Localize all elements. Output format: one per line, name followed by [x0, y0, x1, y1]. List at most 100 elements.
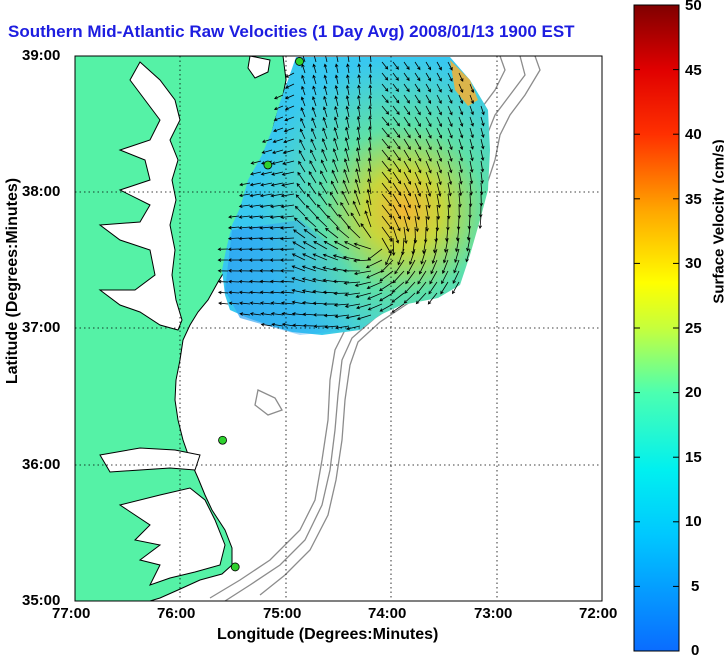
velocity-arrow: [392, 171, 402, 185]
velocity-arrow: [458, 105, 464, 116]
velocity-arrow: [239, 312, 251, 316]
x-tick: 76:00: [157, 605, 196, 622]
velocity-arrow: [368, 74, 373, 85]
velocity-arrow: [392, 160, 402, 173]
velocity-arrow: [344, 292, 361, 297]
velocity-arrow: [312, 85, 317, 96]
velocity-arrow: [381, 72, 389, 81]
velocity-arrow: [436, 72, 442, 82]
velocity-arrow: [323, 63, 328, 74]
velocity-arrow: [356, 147, 361, 162]
x-tick: 77:00: [52, 605, 91, 622]
velocity-arrow: [291, 300, 306, 305]
velocity-arrow: [403, 171, 412, 185]
velocity-arrow: [260, 312, 273, 316]
velocity-arrow: [249, 290, 262, 295]
velocity-arrow: [238, 225, 251, 230]
velocity-arrow: [334, 105, 339, 118]
velocity-arrow: [291, 265, 306, 272]
velocity-arrow: [285, 94, 295, 100]
velocity-arrow: [356, 105, 361, 118]
velocity-arrow: [218, 301, 229, 306]
velocity-arrow: [323, 85, 328, 96]
velocity-arrow: [447, 127, 453, 139]
velocity-arrow: [301, 289, 317, 294]
x-tick: 75:00: [263, 605, 302, 622]
velocity-arrow: [392, 138, 401, 150]
velocity-arrow: [447, 61, 453, 71]
velocity-arrow: [238, 247, 251, 252]
velocity-arrow: [431, 248, 438, 265]
velocity-arrow: [279, 258, 295, 262]
velocity-arrow: [357, 63, 361, 74]
velocity-arrow: [469, 138, 474, 150]
velocity-arrow: [403, 193, 411, 209]
velocity-arrow: [338, 213, 350, 228]
radar-site-marker: [263, 160, 273, 170]
velocity-arrow: [381, 94, 389, 104]
velocity-arrow: [269, 226, 284, 230]
velocity-arrow: [238, 269, 251, 273]
velocity-arrow: [469, 182, 473, 196]
velocity-arrow: [458, 83, 464, 93]
velocity-arrow: [425, 105, 432, 116]
velocity-arrow: [425, 160, 432, 174]
velocity-arrow: [469, 171, 474, 185]
velocity-arrow: [403, 127, 411, 139]
velocity-arrow: [392, 204, 401, 220]
velocity-arrow: [414, 94, 421, 104]
velocity-arrow: [442, 248, 449, 264]
velocity-arrow: [335, 227, 350, 239]
velocity-arrow: [294, 205, 306, 217]
velocity-arrow: [391, 237, 396, 257]
velocity-arrow: [312, 63, 317, 74]
velocity-arrow: [322, 253, 339, 261]
velocity-arrow: [436, 105, 442, 116]
velocity-arrow: [403, 61, 410, 71]
velocity-arrow: [366, 281, 383, 290]
velocity-arrow: [285, 72, 295, 78]
velocity-arrow: [217, 269, 229, 273]
velocity-arrow: [323, 74, 328, 85]
velocity-arrow: [301, 56, 306, 63]
velocity-arrow: [347, 225, 361, 239]
velocity-arrow: [248, 247, 262, 252]
velocity-arrow: [397, 248, 405, 266]
velocity-arrow: [357, 84, 361, 96]
velocity-arrow: [259, 301, 273, 305]
colorbar-tick: 5: [691, 578, 700, 595]
velocity-arrow: [259, 204, 273, 209]
velocity-arrow: [311, 127, 317, 140]
colorbar-tick: 25: [685, 320, 702, 337]
velocity-arrow: [331, 169, 339, 184]
velocity-arrow: [259, 247, 273, 252]
velocity-arrow: [217, 247, 229, 252]
velocity-arrow: [480, 160, 485, 173]
velocity-arrow: [385, 248, 394, 266]
velocity-arrow: [356, 303, 372, 310]
velocity-arrow: [273, 105, 284, 111]
velocity-arrow: [367, 292, 383, 300]
velocity-arrow: [458, 116, 464, 127]
velocity-arrow: [381, 116, 390, 127]
velocity-arrow: [447, 138, 453, 151]
velocity-arrow: [403, 149, 411, 162]
velocity-arrow: [284, 105, 295, 111]
velocity-arrow: [381, 204, 393, 219]
velocity-arrow: [280, 204, 295, 209]
velocity-arrow: [468, 193, 473, 208]
velocity-arrow: [304, 216, 317, 228]
velocity-arrow: [248, 258, 262, 262]
velocity-arrow: [407, 259, 416, 275]
velocity-arrow: [341, 190, 350, 206]
velocity-arrow: [259, 290, 273, 295]
velocity-arrow: [480, 138, 485, 150]
velocity-arrow: [392, 182, 402, 196]
velocity-arrow: [418, 259, 427, 275]
velocity-arrow: [458, 94, 464, 105]
velocity-arrow: [291, 277, 306, 283]
velocity-arrow: [480, 149, 485, 162]
velocity-arrow: [310, 149, 317, 162]
velocity-arrow: [238, 279, 251, 284]
velocity-arrow: [332, 254, 350, 261]
